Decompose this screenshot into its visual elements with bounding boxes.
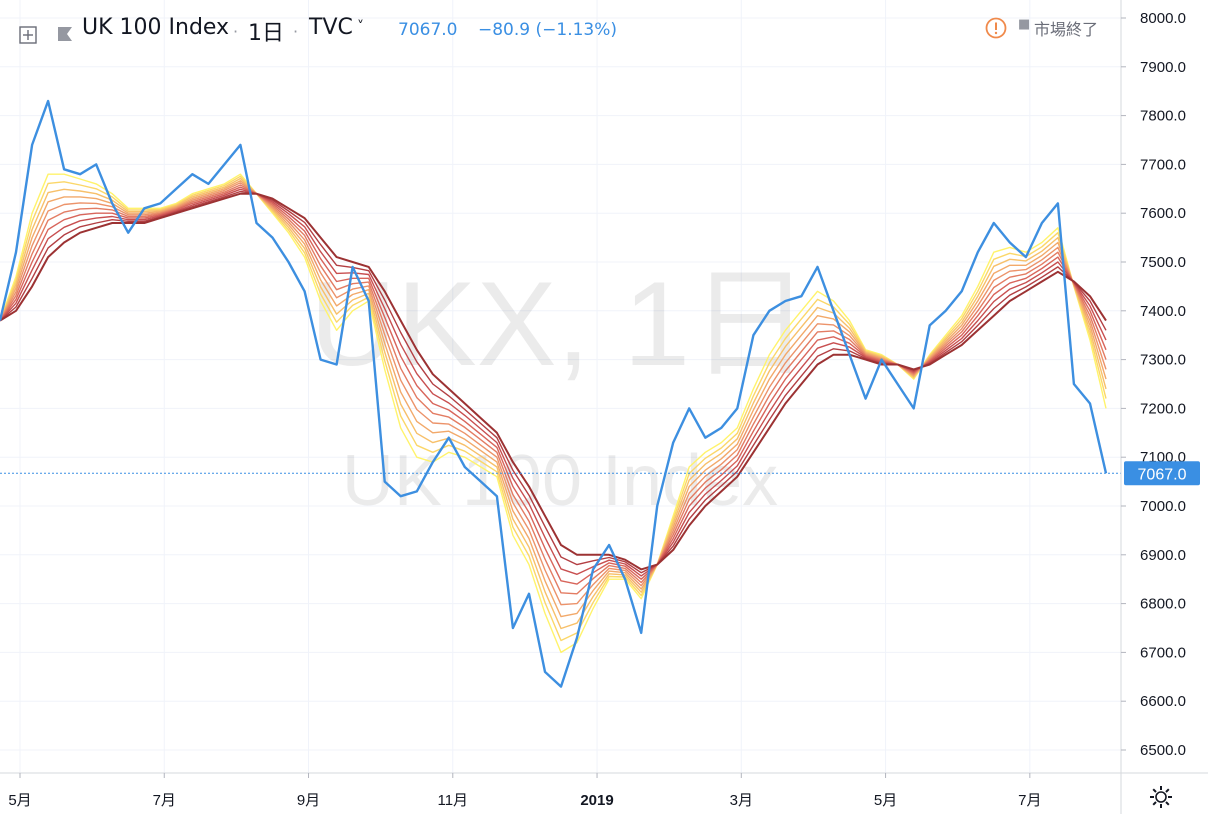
ribbon-line-3	[0, 177, 1107, 630]
market-status-dot: ■	[1018, 17, 1031, 32]
time-tick-label: 7月	[153, 792, 176, 809]
time-tick-label: 9月	[297, 792, 320, 809]
symbol-title[interactable]: UK 100 Index	[82, 15, 230, 40]
expand-square-icon[interactable]	[19, 26, 37, 44]
price-tick-label: 7700.0	[1140, 156, 1186, 173]
price-axis[interactable]: 8000.0 7900.0 7800.0 7700.0 7600.0 7500.0 7400…	[1121, 10, 1186, 759]
header-separator: ·	[293, 22, 299, 41]
price-tick-label: 7800.0	[1140, 108, 1186, 125]
price-change: −80.9 (−1.13%)	[478, 20, 618, 40]
price-tick-label: 7000.0	[1140, 498, 1186, 515]
price-tick-label: 7300.0	[1140, 352, 1186, 369]
time-tick-label: 5月	[8, 792, 31, 809]
price-tick-label: 7600.0	[1140, 205, 1186, 222]
market-status: 市場終了	[1034, 20, 1099, 39]
price-tick-label: 6600.0	[1140, 693, 1186, 710]
legend-header: UK 100 Index · 1日 · TVC ˅ 7067.0 −80.9 (…	[0, 0, 1120, 60]
price-line-group	[0, 99, 1108, 688]
symbol-flag-icon	[58, 27, 72, 41]
price-tag-background	[1124, 461, 1200, 486]
ribbon-lines	[0, 173, 1107, 654]
price-tag-label: 7067.0	[1138, 466, 1187, 483]
time-axis[interactable]: 5月 7月 9月 11月 2019 3月 5月 7月	[8, 773, 1041, 809]
price-line[interactable]	[0, 99, 1108, 688]
price-tick-label: 6500.0	[1140, 742, 1186, 759]
time-tick-label: 7月	[1018, 792, 1041, 809]
ribbon-line-1	[0, 173, 1107, 654]
price-tag: 7067.0	[1124, 461, 1200, 486]
ribbon-line-4	[0, 180, 1107, 618]
time-tick-label: 2019	[580, 792, 613, 809]
price-tick-label: 7500.0	[1140, 254, 1186, 271]
price-tick-label: 6700.0	[1140, 644, 1186, 661]
price-tick-label: 6800.0	[1140, 596, 1186, 613]
time-tick-label: 11月	[437, 792, 468, 809]
chevron-down-icon[interactable]: ˅	[357, 19, 364, 35]
price-tick-label: 7200.0	[1140, 400, 1186, 417]
gear-icon[interactable]	[1148, 784, 1174, 810]
price-tick-label: 6900.0	[1140, 547, 1186, 564]
alert-circle-icon[interactable]	[985, 17, 1007, 39]
interval-label[interactable]: 1日	[248, 21, 284, 46]
price-tick-label: 7400.0	[1140, 303, 1186, 320]
exchange-label[interactable]: TVC	[309, 15, 353, 40]
price-tick-label: 7900.0	[1140, 59, 1186, 76]
time-tick-label: 3月	[730, 792, 753, 809]
time-tick-label: 5月	[874, 792, 897, 809]
price-tick-label: 8000.0	[1140, 10, 1186, 27]
header-separator: ·	[233, 22, 239, 41]
last-price: 7067.0	[398, 20, 458, 40]
